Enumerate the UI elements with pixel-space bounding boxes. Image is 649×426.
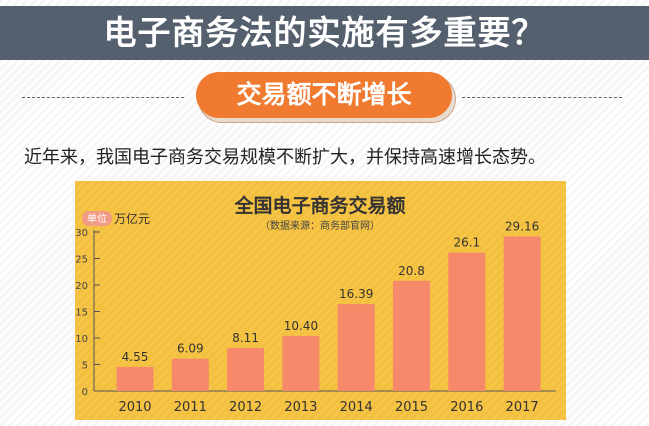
data-label: 4.55	[122, 350, 149, 364]
y-tick-label: 20	[75, 281, 88, 292]
x-tick-label: 2013	[284, 400, 317, 415]
bar-2012	[227, 348, 265, 391]
divider-left	[22, 97, 184, 98]
intro-text: 近年来，我国电子商务交易规模不断扩大，并保持高速增长态势。	[24, 147, 546, 168]
data-label: 10.40	[284, 319, 318, 333]
unit-badge-bg	[82, 211, 112, 226]
bar-2013	[282, 335, 320, 391]
y-tick-label: 25	[75, 255, 88, 266]
bar-2016	[448, 252, 486, 391]
divider-right	[462, 97, 622, 98]
data-label: 26.1	[453, 236, 480, 250]
data-label: 20.8	[398, 264, 425, 278]
y-tick-label: 0	[82, 387, 88, 398]
page-title: 电子商务法的实施有多重要？	[0, 6, 649, 60]
bar-2011	[171, 358, 209, 391]
bar-2014	[337, 304, 375, 391]
data-label: 8.11	[232, 331, 259, 345]
y-tick-label: 10	[75, 334, 88, 345]
y-tick-label: 15	[75, 308, 88, 319]
bar-2015	[393, 280, 430, 391]
data-label: 16.39	[339, 287, 373, 301]
y-tick-label: 30	[75, 228, 88, 239]
bar-2017	[503, 236, 541, 391]
data-label: 6.09	[177, 342, 204, 356]
chart-title: 全国电子商务交易额	[233, 194, 405, 217]
x-tick-label: 2016	[450, 400, 483, 415]
x-tick-label: 2011	[174, 400, 207, 415]
x-tick-label: 2010	[118, 400, 151, 415]
chart-subtitle: （数据来源：商务部官网）	[260, 219, 380, 232]
x-tick-label: 2017	[506, 400, 539, 415]
unit-label: 万亿元	[114, 211, 150, 226]
data-label: 29.16	[505, 219, 539, 233]
x-tick-label: 2015	[395, 400, 428, 415]
y-tick-label: 5	[82, 361, 88, 372]
x-tick-label: 2012	[229, 400, 262, 415]
bar-2010	[116, 366, 154, 391]
unit-badge: 单位	[87, 212, 107, 225]
section-badge: 交易额不断增长	[196, 72, 452, 118]
x-tick-label: 2014	[340, 400, 373, 415]
